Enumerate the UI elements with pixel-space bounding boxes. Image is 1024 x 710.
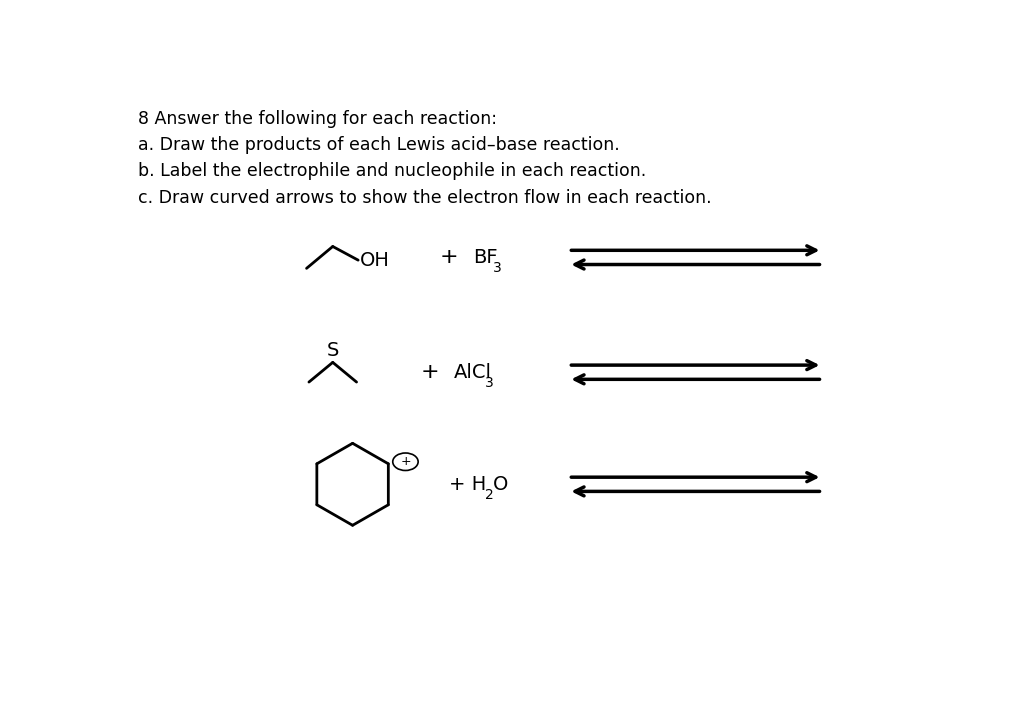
Text: 3: 3 — [485, 376, 494, 390]
Text: b. Label the electrophile and nucleophile in each reaction.: b. Label the electrophile and nucleophil… — [137, 163, 646, 180]
Text: 2: 2 — [485, 488, 494, 502]
Text: S: S — [327, 342, 339, 360]
Text: OH: OH — [359, 251, 389, 270]
Text: AlCl: AlCl — [454, 363, 492, 382]
Text: O: O — [494, 475, 509, 493]
Text: 3: 3 — [494, 261, 502, 275]
Text: 8 Answer the following for each reaction:: 8 Answer the following for each reaction… — [137, 110, 497, 128]
Text: + H: + H — [450, 475, 486, 493]
Text: +: + — [400, 455, 411, 468]
Text: a. Draw the products of each Lewis acid–base reaction.: a. Draw the products of each Lewis acid–… — [137, 136, 620, 154]
Text: +: + — [420, 362, 439, 382]
Text: BF: BF — [473, 248, 498, 267]
Text: c. Draw curved arrows to show the electron flow in each reaction.: c. Draw curved arrows to show the electr… — [137, 189, 711, 207]
Text: +: + — [440, 247, 459, 268]
